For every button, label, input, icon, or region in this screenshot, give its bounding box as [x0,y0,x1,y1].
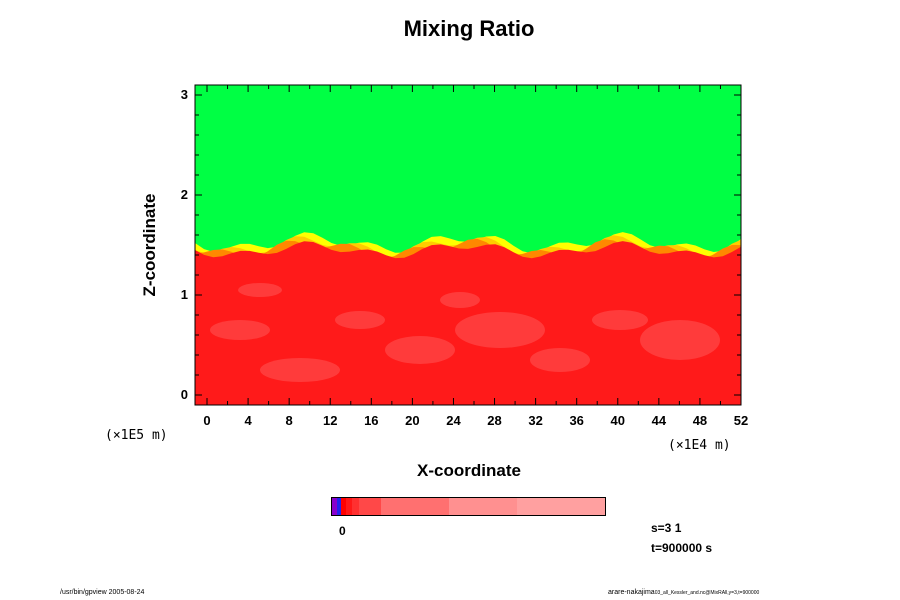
x-tick-label: 44 [651,413,667,428]
x-tick-label: 40 [610,413,625,428]
colorbar-swatch [340,498,347,515]
footer-right-main: arare-nakajima [608,589,655,596]
footer-left: /usr/bin/gpview 2005-08-24 [60,589,145,596]
colorbar-swatch [351,498,359,515]
axis-ticks [195,85,742,405]
turbulence-patch [385,336,455,364]
colorbar-swatch [337,498,341,515]
x-tick-label: 28 [487,413,502,428]
colorbar-swatch [448,498,517,515]
turbulence-patch [592,310,648,330]
x-tick-label: 16 [364,413,379,428]
x-scale-note: (×1E4 m) [668,438,731,453]
x-tick-label: 8 [285,413,293,428]
x-tick-label: 52 [733,413,749,428]
turbulence-patch [455,312,545,348]
colorbar-swatch [332,498,338,515]
x-tick-label: 12 [322,413,338,428]
colorbar-swatch [358,498,381,515]
x-tick-label: 32 [528,413,543,428]
footer-right: arare-nakajima03_all_Kessler_and.nc@MixR… [608,589,759,596]
y-tick-label: 0 [180,387,188,402]
info-time: t=900000 s [651,541,713,555]
x-tick-label: 36 [569,413,584,428]
colorbar [331,497,606,516]
y-axis-label: Z-coordinate [140,193,159,297]
y-tick-label: 3 [180,87,188,102]
x-tick-label: 0 [203,413,211,428]
y-scale-note: (×1E5 m) [105,428,168,443]
info-slice: s=3 1 [651,521,682,535]
colorbar-swatch [380,498,449,515]
turbulence-patch [440,292,480,308]
x-tick-label: 4 [244,413,252,428]
colorbar-swatch [517,498,605,515]
footer-right-small: 03_all_Kessler_and.nc@MixRAll,y=3,t=9000… [654,590,760,596]
turbulence-patch [260,358,340,382]
x-axis-label: X-coordinate [417,461,521,480]
y-tick-label: 2 [180,187,188,202]
y-tick-label: 1 [180,287,188,302]
x-tick-label: 20 [405,413,420,428]
x-tick-label: 24 [446,413,461,428]
mixing-ratio-field [195,85,741,405]
turbulence-patch [210,320,270,340]
turbulence-patch [238,283,282,297]
turbulence-patch [640,320,720,360]
turbulence-patch [335,311,385,329]
colorbar-swatch [346,498,352,515]
colorbar-tick-label: 0 [339,524,346,538]
x-tick-label: 48 [692,413,708,428]
turbulence-patch [530,348,590,372]
chart-title: Mixing Ratio [403,16,535,41]
plot-frame [194,84,742,406]
